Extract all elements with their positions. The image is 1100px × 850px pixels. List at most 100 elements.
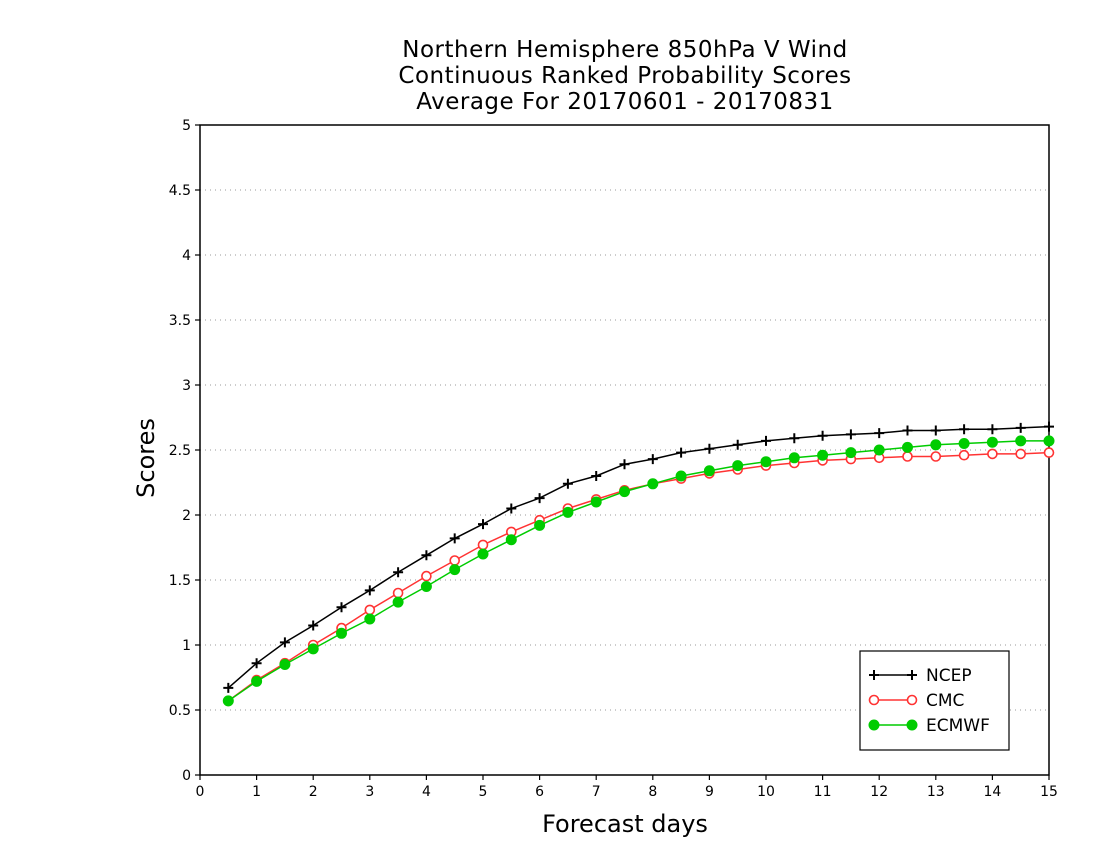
data-point-cmc xyxy=(392,587,404,599)
data-point-ncep xyxy=(421,550,432,561)
data-point-ncep xyxy=(308,620,319,631)
data-point-ncep xyxy=(591,471,602,481)
data-point-ecmwf xyxy=(336,627,347,639)
x-tick-label: 3 xyxy=(365,784,374,800)
x-axis-title: Forecast days xyxy=(542,810,708,838)
data-point-ncep xyxy=(251,658,262,669)
data-point-ecmwf xyxy=(590,496,602,508)
x-tick-label: 4 xyxy=(422,784,431,800)
legend-label-cmc: CMC xyxy=(926,691,964,711)
data-point-ecmwf xyxy=(1043,435,1055,447)
x-tick-label: 6 xyxy=(535,784,544,800)
y-tick-label: 2 xyxy=(182,508,191,524)
data-point-ecmwf xyxy=(873,444,885,456)
data-point-ncep xyxy=(647,454,658,465)
series-layer xyxy=(222,421,1055,707)
y-tick-label: 0.5 xyxy=(169,703,191,719)
x-tick-label: 1 xyxy=(252,784,261,800)
data-point-cmc xyxy=(449,555,461,566)
series-ncep xyxy=(223,421,1054,693)
y-tick-label: 0 xyxy=(182,768,191,784)
legend-marker-cmc xyxy=(868,694,880,706)
data-point-ncep xyxy=(902,425,913,436)
data-point-ecmwf xyxy=(364,613,376,625)
y-tick-label: 3 xyxy=(182,378,191,394)
data-point-ncep xyxy=(534,493,545,504)
y-tick-label: 2.5 xyxy=(169,443,191,459)
x-tick-label: 10 xyxy=(757,784,775,800)
data-point-cmc xyxy=(958,449,970,461)
legend-marker-ecmwf xyxy=(906,719,918,731)
data-point-ncep xyxy=(761,435,771,446)
data-point-ncep xyxy=(478,519,488,530)
data-point-cmc xyxy=(1015,448,1027,460)
data-point-ncep xyxy=(393,567,404,578)
data-point-ecmwf xyxy=(420,581,432,592)
data-point-ncep xyxy=(619,459,630,470)
series-line-ncep xyxy=(227,425,1050,689)
data-point-ecmwf xyxy=(534,519,546,531)
chart-title-line-1: Northern Hemisphere 850hPa V Wind xyxy=(402,37,848,63)
data-point-ecmwf xyxy=(902,441,913,453)
data-point-ecmwf xyxy=(307,643,319,655)
chart-title-line-3: Average For 20170601 - 20170831 xyxy=(416,89,834,115)
x-tick-label: 13 xyxy=(927,784,945,800)
data-point-ncep xyxy=(449,533,460,544)
x-tick-label: 9 xyxy=(705,784,714,800)
x-tick-label: 5 xyxy=(479,784,488,800)
data-point-ncep xyxy=(732,439,743,450)
data-point-ncep xyxy=(506,503,517,514)
x-tick-label: 11 xyxy=(814,784,832,800)
grid xyxy=(200,189,1049,711)
y-tick-label: 5 xyxy=(182,118,191,134)
data-point-ncep xyxy=(364,585,375,596)
legend: NCEP CMC ECMWF xyxy=(859,650,1010,751)
data-point-ecmwf xyxy=(647,478,659,490)
data-point-ecmwf xyxy=(675,470,687,482)
data-point-ecmwf xyxy=(477,548,489,560)
y-tick-label: 1.5 xyxy=(169,573,191,589)
data-point-ncep xyxy=(930,425,941,436)
data-point-ecmwf xyxy=(703,465,715,477)
x-tick-label: 0 xyxy=(196,784,205,800)
legend-marker-ncep xyxy=(907,670,917,680)
y-tick-label: 1 xyxy=(182,638,191,654)
data-point-ecmwf xyxy=(817,449,829,461)
data-point-ncep xyxy=(845,429,856,440)
data-point-ncep xyxy=(987,424,998,435)
data-point-ncep xyxy=(704,443,715,454)
data-point-ecmwf xyxy=(760,456,772,468)
data-point-ncep xyxy=(817,430,828,441)
data-point-ncep xyxy=(1044,421,1054,432)
y-axis-title: Scores xyxy=(132,418,160,498)
data-point-ecmwf xyxy=(449,564,461,576)
data-point-ecmwf xyxy=(1015,435,1027,447)
data-point-ncep xyxy=(789,433,800,444)
data-point-ecmwf xyxy=(732,460,744,472)
x-tick-label: 12 xyxy=(870,784,888,800)
data-point-ncep xyxy=(676,447,687,458)
x-tick-label: 7 xyxy=(592,784,601,800)
data-point-cmc xyxy=(1043,447,1055,458)
data-point-ecmwf xyxy=(392,596,404,608)
data-point-cmc xyxy=(477,539,489,551)
legend-label-ncep: NCEP xyxy=(926,666,972,686)
y-tick-label: 4 xyxy=(182,248,191,264)
data-point-ncep xyxy=(336,602,347,613)
data-point-cmc xyxy=(421,570,432,582)
data-point-cmc xyxy=(364,604,376,616)
data-point-cmc xyxy=(902,451,913,462)
data-point-ecmwf xyxy=(505,534,517,546)
data-point-ecmwf xyxy=(930,439,942,451)
data-point-ecmwf xyxy=(279,659,291,670)
data-point-ecmwf xyxy=(562,506,574,518)
data-point-ncep xyxy=(1015,422,1026,433)
data-point-ncep xyxy=(562,478,573,489)
data-point-cmc xyxy=(930,451,942,462)
series-ecmwf xyxy=(222,435,1055,707)
x-tick-label: 15 xyxy=(1040,784,1058,800)
data-point-ncep xyxy=(223,682,234,693)
legend-marker-ecmwf xyxy=(868,719,880,731)
data-point-ecmwf xyxy=(619,486,630,498)
